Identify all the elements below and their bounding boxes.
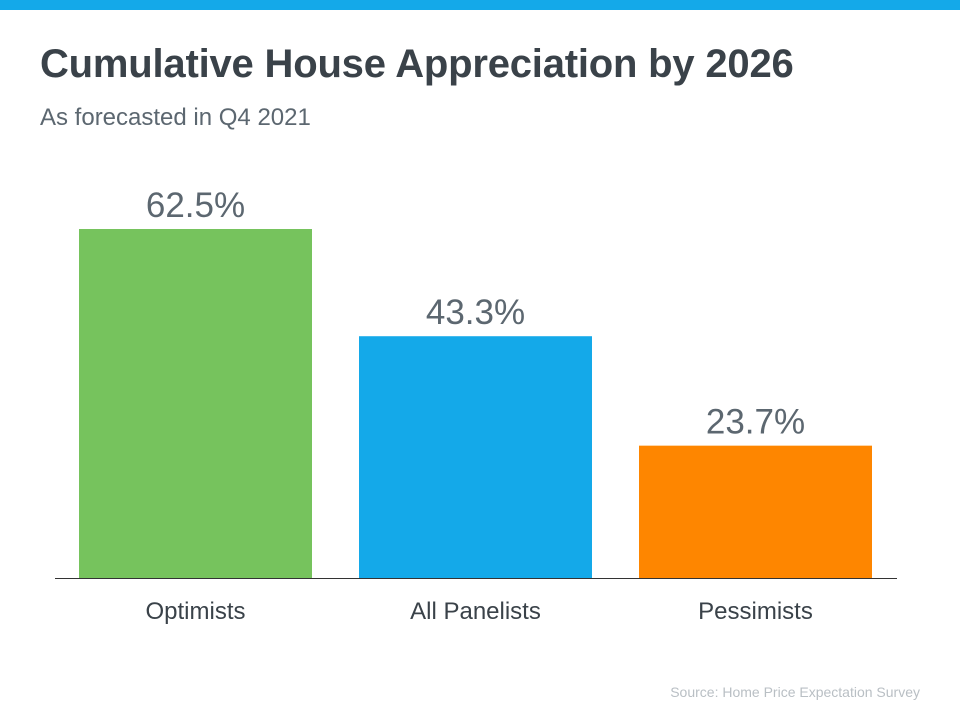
source-note: Source: Home Price Expectation Survey <box>670 684 920 700</box>
chart-subtitle: As forecasted in Q4 2021 <box>40 104 311 131</box>
category-label: All Panelists <box>410 598 541 625</box>
bar-all-panelists <box>359 336 592 578</box>
bar-optimists <box>79 229 312 578</box>
bar-pessimists <box>639 445 872 578</box>
value-label: 23.7% <box>706 403 805 442</box>
category-label: Pessimists <box>698 598 813 625</box>
top-accent-bar <box>0 0 960 10</box>
value-label: 43.3% <box>426 293 525 332</box>
category-label: Optimists <box>145 598 245 625</box>
value-label: 62.5% <box>146 186 245 225</box>
chart-title: Cumulative House Appreciation by 2026 <box>40 42 794 86</box>
